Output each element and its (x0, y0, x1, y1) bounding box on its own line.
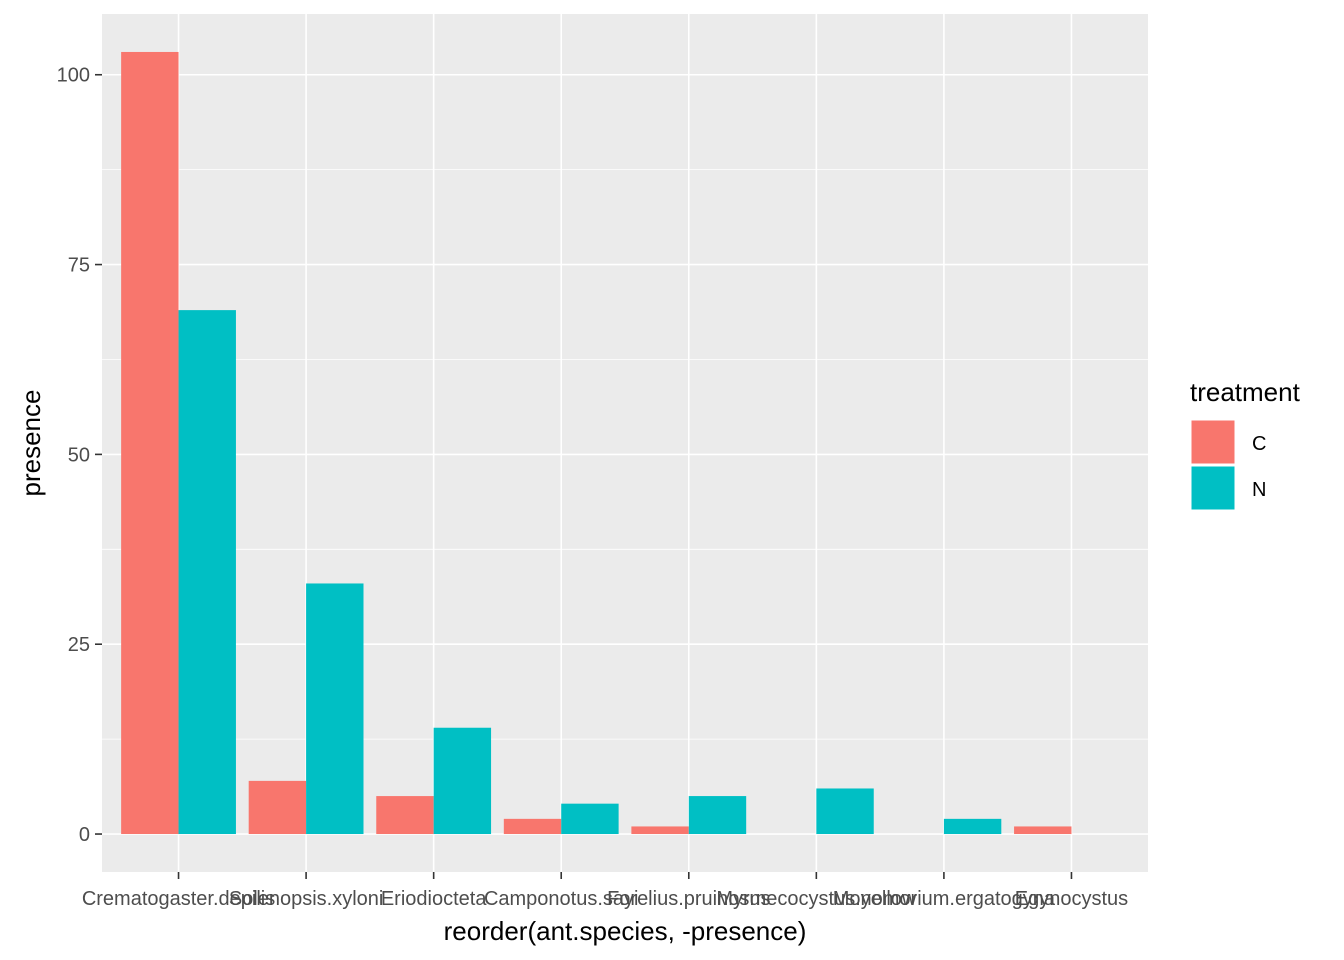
y-tick-label: 0 (79, 824, 90, 846)
y-tick-label: 75 (68, 255, 90, 277)
bar-C-0 (121, 51, 179, 835)
y-axis: 0 25 50 75 100 (57, 65, 102, 846)
bar-N-1 (306, 583, 364, 835)
y-tick-label: 100 (57, 65, 90, 87)
x-axis-title: reorder(ant.species, -presence) (444, 916, 807, 946)
bar-N-5 (816, 788, 874, 835)
legend-title: treatment (1190, 377, 1301, 407)
y-axis-title: presence (16, 390, 46, 497)
legend-key-C (1190, 419, 1236, 465)
legend-label-C: C (1252, 433, 1266, 455)
bar-C-3 (503, 818, 562, 835)
bar-N-3 (561, 803, 619, 835)
x-tick-label: Egynocystus (1015, 888, 1128, 910)
bar-C-7 (1014, 826, 1072, 835)
y-tick-label: 25 (68, 634, 90, 656)
legend: treatment C N (1190, 377, 1301, 511)
bar-C-2 (376, 796, 434, 835)
bar-N-0 (178, 310, 236, 835)
x-tick-label: Eriodiocteta (381, 888, 487, 910)
y-tick-label: 50 (68, 444, 90, 466)
x-tick-label: Camponotus.sayi (484, 888, 639, 910)
legend-label-N: N (1252, 479, 1266, 501)
bar-N-6 (943, 818, 1002, 835)
x-tick-label: Forelius.pruinosus (607, 888, 770, 910)
x-axis: Crematogaster.depilisSolenopsis.xyloniEr… (82, 872, 1128, 910)
bars (121, 51, 1072, 835)
major-gridlines (102, 14, 1148, 872)
x-tick-label: Solenopsis.xyloni (229, 888, 384, 910)
legend-key-N (1190, 465, 1236, 511)
bar-C-4 (631, 826, 689, 835)
bar-N-2 (433, 727, 492, 835)
minor-gridlines (102, 169, 1148, 740)
x-tick-label: Myrmecocystus.yellow (716, 888, 917, 910)
bar-C-1 (248, 780, 307, 835)
plot-panel (102, 14, 1148, 872)
x-tick-label: Crematogaster.depilis (82, 888, 275, 910)
x-tick-label: Monomorium.ergatogyna (833, 888, 1056, 910)
bar-N-4 (688, 796, 747, 835)
